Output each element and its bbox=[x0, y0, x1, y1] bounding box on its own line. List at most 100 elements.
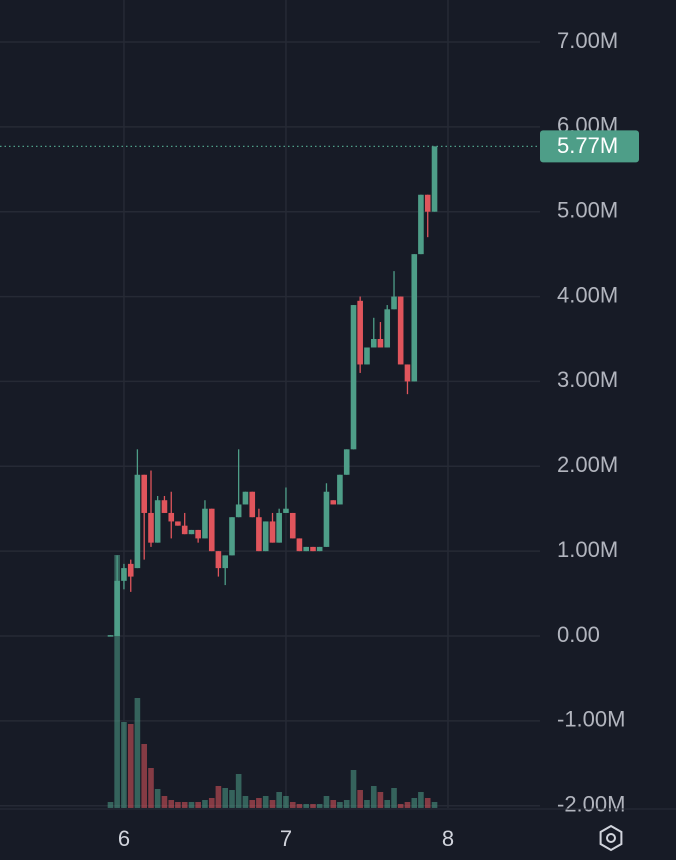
y-tick-label: 2.00M bbox=[557, 452, 618, 477]
candle-body bbox=[134, 474, 141, 569]
candle-body bbox=[431, 146, 438, 212]
volume-bar bbox=[208, 798, 215, 808]
volume-bar bbox=[269, 800, 276, 808]
x-tick-label: 7 bbox=[280, 826, 292, 851]
candle-body bbox=[283, 508, 289, 513]
candle-body bbox=[208, 508, 215, 552]
y-tick-label: -1.00M bbox=[557, 707, 625, 732]
candle-body bbox=[242, 491, 249, 505]
volume-bar bbox=[283, 796, 289, 808]
volume-bar bbox=[323, 796, 330, 808]
candle-body bbox=[202, 508, 208, 539]
candle-body bbox=[330, 500, 337, 505]
candle-body bbox=[343, 449, 350, 475]
volume-bar bbox=[384, 800, 391, 808]
y-tick-label: 4.00M bbox=[557, 282, 618, 307]
candle-body bbox=[262, 521, 269, 552]
volume-bar bbox=[154, 789, 161, 808]
volume-bar bbox=[161, 796, 168, 808]
candle-layer bbox=[107, 146, 438, 637]
volume-bar bbox=[107, 802, 114, 808]
candle-body bbox=[114, 580, 120, 636]
candle-body bbox=[310, 546, 316, 552]
candle-body bbox=[161, 500, 168, 513]
volume-bar bbox=[242, 796, 249, 808]
candle-body bbox=[215, 551, 222, 569]
volume-bar bbox=[262, 796, 269, 808]
volume-layer bbox=[107, 555, 438, 808]
candle-body bbox=[350, 305, 357, 450]
candle-body bbox=[303, 546, 310, 552]
axes: -2.00M -1.00M 0.00 1.00M 2.00M 3.00M 4.00M 5.00… bbox=[0, 28, 676, 851]
candle-body bbox=[148, 512, 154, 543]
y-tick-label: 5.00M bbox=[557, 198, 618, 223]
candle-body bbox=[175, 521, 181, 526]
volume-bar bbox=[404, 802, 411, 808]
candle-body bbox=[121, 568, 127, 581]
volume-bar bbox=[127, 724, 134, 808]
y-tick-label: 0.00 bbox=[557, 622, 600, 647]
y-tick-label: 1.00M bbox=[557, 537, 618, 562]
candle-body bbox=[154, 500, 161, 543]
candle-body bbox=[127, 563, 134, 577]
y-tick-label: 3.00M bbox=[557, 367, 618, 392]
volume-bar bbox=[316, 804, 323, 808]
candle-body bbox=[222, 555, 229, 569]
y-tick-label: -2.00M bbox=[557, 792, 625, 817]
candle-body bbox=[296, 538, 303, 552]
volume-bar bbox=[168, 800, 175, 808]
volume-bar bbox=[181, 802, 188, 808]
candle-body bbox=[316, 546, 323, 552]
volume-bar bbox=[276, 792, 282, 808]
volume-bar bbox=[370, 786, 377, 808]
volume-bar bbox=[229, 790, 235, 808]
candle-body bbox=[107, 635, 114, 637]
volume-bar bbox=[397, 804, 404, 808]
volume-bar bbox=[337, 802, 343, 808]
volume-bar bbox=[215, 786, 222, 808]
volume-bar bbox=[141, 744, 147, 808]
volume-bar bbox=[296, 804, 303, 808]
volume-bar bbox=[202, 800, 208, 808]
volume-bar bbox=[310, 804, 316, 808]
volume-bar bbox=[235, 774, 242, 808]
candle-body bbox=[391, 296, 397, 310]
candle-body bbox=[195, 529, 201, 539]
last-price-box bbox=[540, 130, 639, 163]
volume-bar bbox=[350, 770, 357, 808]
volume-bar bbox=[330, 800, 337, 808]
last-price-label: 5.77M bbox=[557, 133, 618, 158]
x-tick-label: 6 bbox=[118, 826, 130, 851]
candle-body bbox=[397, 296, 404, 365]
candle-body bbox=[377, 339, 384, 348]
grid bbox=[0, 0, 540, 808]
volume-bar bbox=[357, 790, 363, 808]
candle-body bbox=[337, 474, 343, 505]
candle-body bbox=[424, 194, 431, 212]
candle-body bbox=[276, 512, 282, 543]
candle-body bbox=[323, 491, 330, 547]
volume-bar bbox=[195, 802, 201, 808]
volume-bar bbox=[249, 800, 256, 808]
volume-bar bbox=[364, 800, 370, 808]
settings-icon[interactable] bbox=[599, 824, 623, 852]
candle-body bbox=[357, 300, 363, 365]
volume-bar bbox=[377, 792, 384, 808]
candle-body bbox=[418, 194, 424, 255]
volume-bar bbox=[148, 768, 154, 808]
volume-bar bbox=[431, 802, 438, 808]
volume-bar bbox=[188, 802, 195, 808]
candle-body bbox=[235, 504, 242, 518]
volume-bar bbox=[114, 555, 120, 808]
volume-bar bbox=[411, 798, 418, 808]
y-tick-label: 7.00M bbox=[557, 28, 618, 53]
volume-bar bbox=[418, 792, 424, 808]
volume-bar bbox=[175, 802, 181, 808]
candle-body bbox=[364, 347, 370, 365]
volume-bar bbox=[121, 722, 127, 808]
volume-bar bbox=[343, 800, 350, 808]
candle-body bbox=[269, 521, 276, 543]
volume-bar bbox=[256, 798, 262, 808]
volume-bar bbox=[222, 788, 229, 808]
